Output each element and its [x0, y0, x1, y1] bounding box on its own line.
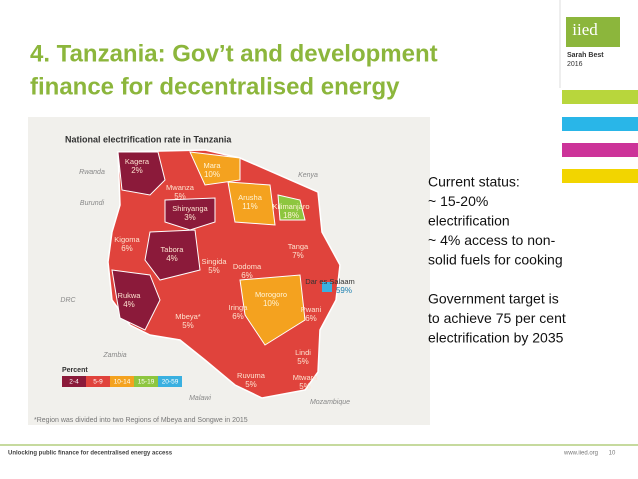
region-shape [227, 181, 276, 226]
region-shape [277, 194, 306, 221]
region-name: Dar es Salaam [305, 277, 355, 286]
map-labels: Rwanda Burundi Kenya DRC Zambia Malawi Mozambi… [60, 157, 354, 406]
footer-site: www.iied.org [563, 451, 598, 457]
country-label: Burundi [80, 200, 105, 207]
body-line: solid fuels for cooking [428, 252, 563, 268]
country-label: Rwanda [79, 169, 105, 176]
legend-swatch [62, 376, 86, 387]
page-number: 10 [609, 451, 616, 457]
region-name: Kagera [125, 157, 150, 166]
logo-box [566, 17, 620, 47]
country-label: Kenya [298, 172, 318, 179]
region-name: Mtwara [293, 373, 318, 382]
title-line: finance for decentralised energy [30, 73, 400, 100]
legend-label: 15-19 [138, 379, 155, 386]
body-line: electrification by 2035 [428, 330, 564, 346]
region-value: 59% [336, 286, 352, 295]
body-line: electrification [428, 213, 510, 229]
body-line: ~ 15-20% [428, 193, 488, 209]
body-text: Current status: ~ 15-20% electrification ~ … [428, 174, 566, 346]
legend-label: 20-59 [162, 379, 179, 386]
legend-swatch [134, 376, 158, 387]
legend-label: 10-14 [114, 379, 131, 386]
region-shape [144, 229, 201, 281]
region-name: Iringa [229, 303, 249, 312]
legend-title: Percent [62, 367, 88, 374]
accent-bar [562, 169, 638, 183]
year: 2016 [567, 61, 583, 68]
region-value: 5% [174, 192, 186, 201]
region-value: 5% [297, 357, 309, 366]
region-name: Mwanza [166, 183, 195, 192]
map-title: National electrification rate in Tanzani… [65, 134, 232, 144]
region-name: Arusha [238, 193, 263, 202]
footer-text: Unlocking public finance for decentralis… [8, 451, 173, 457]
region-value: 5% [299, 382, 311, 391]
region-name: Pwani [301, 305, 322, 314]
region-value: 10% [204, 170, 220, 179]
region-name: Kigoma [114, 235, 140, 244]
region-value: 7% [292, 251, 304, 260]
region-name: Mara [203, 161, 221, 170]
region-value: 11% [242, 202, 257, 211]
body-line: Current status: [428, 174, 520, 190]
region-name: Lindi [295, 348, 311, 357]
region-name: Rukwa [118, 291, 142, 300]
accent-bar [562, 143, 638, 157]
logo: iied [572, 20, 598, 39]
country-label: Malawi [189, 395, 211, 402]
region-name: Morogoro [255, 290, 287, 299]
region-name: Tabora [161, 245, 185, 254]
region-name: Dodoma [233, 262, 262, 271]
region-value: 2% [131, 166, 143, 175]
accent-bar [562, 90, 638, 104]
region-value: 6% [305, 314, 317, 323]
region-shape [189, 151, 241, 186]
region-value: 10% [263, 299, 279, 308]
map-note: *Region was divided into two Regions of … [34, 417, 248, 424]
region-shape [117, 151, 166, 196]
region-name: Ruvuma [237, 371, 266, 380]
region-value: 6% [241, 271, 253, 280]
country-label: Mozambique [310, 399, 350, 406]
author: Sarah Best [567, 52, 604, 59]
region-value: 3% [184, 213, 196, 222]
region-value: 6% [232, 312, 244, 321]
region-name: Mbeya* [175, 312, 201, 321]
region-value: 18% [283, 211, 299, 220]
region-shape [111, 269, 161, 331]
region-value: 5% [208, 266, 220, 275]
region-value: 6% [121, 244, 133, 253]
body-line: ~ 4% access to non- [428, 232, 556, 248]
region-name: Singida [201, 257, 227, 266]
region-value: 4% [123, 300, 135, 309]
body-line: Government target is [428, 291, 559, 307]
region-name: Tanga [288, 242, 309, 251]
country-label: Zambia [102, 352, 126, 359]
region-shape [322, 282, 332, 292]
region-name: Kilimanjaro [272, 202, 309, 211]
body-line: to achieve 75 per cent [428, 310, 566, 326]
legend-swatch [158, 376, 182, 387]
legend-label: 5-9 [93, 379, 103, 386]
region-shape [164, 197, 216, 231]
accent-bar [562, 117, 638, 131]
region-shape [239, 274, 306, 346]
region-value: 5% [182, 321, 194, 330]
legend-label: 2-4 [69, 379, 79, 386]
region-value: 4% [166, 254, 178, 263]
country-label: DRC [60, 297, 76, 304]
title-line: 4. Tanzania: Gov’t and development [30, 40, 438, 67]
region-value: 5% [245, 380, 257, 389]
legend-swatch [110, 376, 134, 387]
legend-swatch [86, 376, 110, 387]
region-name: Shinyanga [172, 204, 208, 213]
